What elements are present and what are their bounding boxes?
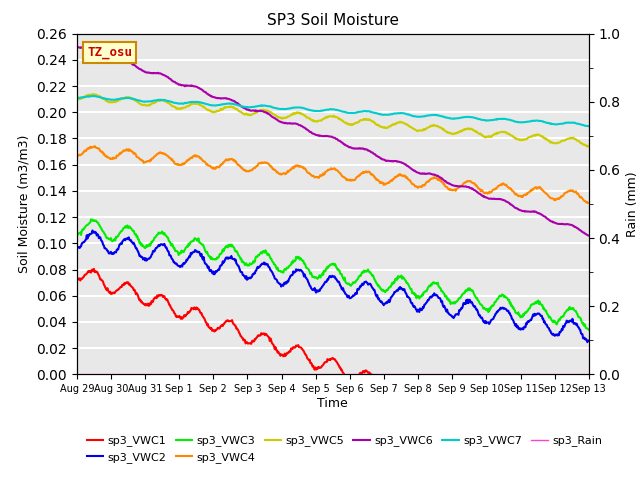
Line: sp3_VWC5: sp3_VWC5 — [77, 94, 589, 147]
Line: sp3_VWC4: sp3_VWC4 — [77, 146, 589, 203]
sp3_Rain — [73, 371, 81, 377]
sp3_VWC2 — [188, 252, 195, 257]
Line: sp3_VWC1: sp3_VWC1 — [77, 269, 589, 469]
sp3_VWC4 — [585, 200, 593, 205]
Y-axis label: Rain (mm): Rain (mm) — [626, 171, 639, 237]
sp3_Rain — [410, 371, 417, 377]
sp3_VWC5 — [188, 101, 195, 107]
sp3_VWC2 — [585, 337, 593, 343]
sp3_VWC7 — [585, 123, 593, 129]
sp3_VWC5 — [584, 144, 591, 150]
sp3_VWC4 — [410, 182, 418, 188]
sp3_VWC3 — [396, 274, 403, 279]
sp3_VWC4 — [188, 155, 195, 160]
sp3_VWC5 — [136, 101, 143, 107]
X-axis label: Time: Time — [317, 397, 348, 410]
sp3_VWC1 — [82, 272, 90, 277]
sp3_VWC1 — [73, 276, 81, 281]
sp3_VWC6 — [135, 66, 143, 72]
sp3_VWC4 — [136, 156, 143, 162]
sp3_VWC3 — [82, 223, 90, 228]
sp3_VWC2 — [410, 303, 418, 309]
sp3_VWC5 — [90, 91, 97, 97]
Line: sp3_VWC2: sp3_VWC2 — [77, 230, 589, 342]
sp3_VWC1 — [396, 381, 403, 386]
sp3_VWC7 — [410, 113, 418, 119]
sp3_VWC4 — [82, 148, 90, 154]
sp3_VWC3 — [73, 231, 81, 237]
sp3_VWC7 — [214, 102, 222, 108]
sp3_VWC2 — [584, 339, 591, 345]
sp3_VWC2 — [82, 237, 90, 242]
sp3_VWC4 — [91, 143, 99, 149]
sp3_VWC5 — [396, 120, 403, 125]
sp3_VWC1 — [136, 297, 143, 303]
Text: TZ_osu: TZ_osu — [87, 46, 132, 59]
sp3_VWC2 — [88, 228, 96, 233]
sp3_VWC7 — [82, 94, 90, 100]
sp3_VWC5 — [585, 143, 593, 149]
sp3_VWC1 — [90, 266, 98, 272]
Line: sp3_VWC3: sp3_VWC3 — [77, 219, 589, 330]
sp3_VWC1 — [585, 467, 593, 472]
sp3_VWC7 — [188, 99, 195, 105]
sp3_VWC2 — [214, 267, 222, 273]
sp3_VWC2 — [136, 253, 143, 259]
sp3_VWC5 — [73, 96, 81, 102]
Legend: sp3_VWC1, sp3_VWC2, sp3_VWC3, sp3_VWC4, sp3_VWC5, sp3_VWC6, sp3_VWC7, sp3_Rain: sp3_VWC1, sp3_VWC2, sp3_VWC3, sp3_VWC4, … — [83, 431, 607, 468]
sp3_VWC3 — [214, 254, 222, 260]
sp3_VWC2 — [73, 245, 81, 251]
sp3_VWC3 — [410, 290, 418, 296]
sp3_VWC5 — [82, 93, 90, 98]
sp3_VWC6 — [410, 168, 417, 173]
sp3_VWC6 — [585, 233, 593, 239]
sp3_VWC4 — [396, 171, 403, 177]
sp3_VWC7 — [136, 98, 143, 104]
sp3_VWC4 — [73, 153, 81, 159]
sp3_VWC6 — [73, 44, 81, 49]
sp3_VWC1 — [214, 325, 222, 331]
sp3_VWC6 — [214, 96, 221, 101]
Line: sp3_VWC7: sp3_VWC7 — [77, 96, 589, 126]
sp3_VWC5 — [214, 108, 222, 114]
sp3_VWC3 — [585, 327, 593, 333]
sp3_VWC3 — [87, 216, 95, 222]
sp3_Rain — [187, 371, 195, 377]
Y-axis label: Soil Moisture (m3/m3): Soil Moisture (m3/m3) — [18, 135, 31, 273]
sp3_Rain — [214, 371, 221, 377]
sp3_VWC6 — [187, 83, 195, 89]
sp3_VWC2 — [396, 286, 403, 292]
sp3_VWC7 — [396, 110, 403, 116]
sp3_VWC4 — [214, 164, 222, 170]
sp3_VWC3 — [188, 239, 195, 244]
sp3_VWC1 — [410, 398, 418, 404]
sp3_VWC3 — [136, 240, 143, 246]
Line: sp3_VWC6: sp3_VWC6 — [77, 47, 589, 236]
sp3_Rain — [585, 371, 593, 377]
Title: SP3 Soil Moisture: SP3 Soil Moisture — [267, 13, 399, 28]
sp3_Rain — [82, 371, 90, 377]
sp3_Rain — [135, 371, 143, 377]
sp3_VWC4 — [584, 200, 591, 206]
sp3_Rain — [395, 371, 403, 377]
sp3_VWC6 — [82, 45, 90, 51]
sp3_VWC6 — [395, 159, 403, 165]
sp3_VWC7 — [90, 93, 98, 99]
sp3_VWC5 — [410, 126, 418, 132]
sp3_VWC1 — [188, 305, 195, 311]
sp3_VWC7 — [73, 95, 81, 101]
